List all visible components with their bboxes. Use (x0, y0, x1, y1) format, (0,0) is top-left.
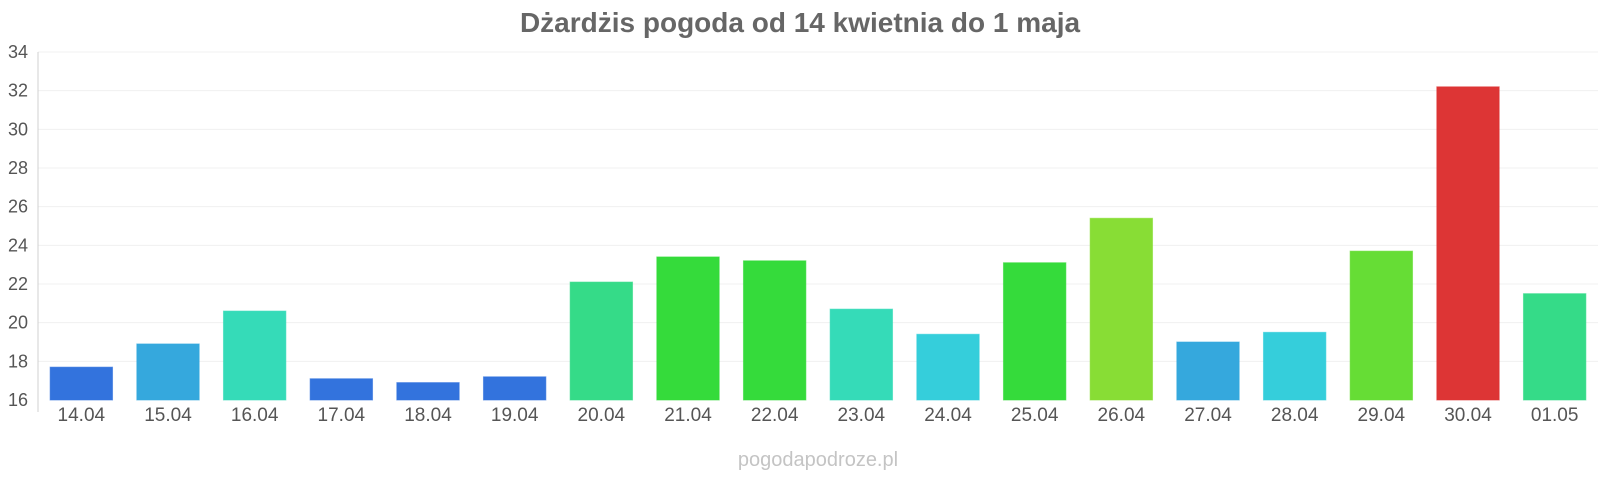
x-tick-label: 30.04 (1444, 405, 1492, 426)
bar-23.04[interactable] (829, 308, 894, 401)
y-tick-label: 28 (8, 158, 28, 178)
bar-25.04[interactable] (1002, 262, 1067, 401)
x-tick-label: 20.04 (578, 405, 626, 426)
x-tick-label: 19.04 (491, 405, 539, 426)
x-tick-label: 24.04 (924, 405, 972, 426)
y-tick-label: 22 (8, 274, 28, 294)
x-tick-label: 26.04 (1098, 405, 1146, 426)
bar-28.04[interactable] (1262, 331, 1327, 401)
bars (49, 86, 1587, 401)
bar-20.04[interactable] (569, 281, 634, 401)
y-tick-label: 26 (8, 197, 28, 217)
chart-title: Dżardżis pogoda od 14 kwietnia do 1 maja (520, 7, 1081, 38)
bar-24.04[interactable] (916, 333, 980, 401)
source-watermark: pogodapodroze.pl (738, 449, 898, 471)
x-tick-label: 23.04 (838, 405, 886, 426)
x-tick-label: 01.05 (1531, 405, 1579, 426)
x-axis-tick-labels: 14.04 15.04 16.04 17.04 18.04 19.04 20.04 21.04… (58, 405, 1579, 426)
bar-19.04[interactable] (482, 376, 547, 401)
bar-29.04[interactable] (1349, 250, 1414, 401)
bar-18.04[interactable] (396, 382, 460, 401)
x-tick-label: 18.04 (404, 405, 452, 426)
y-axis-tick-labels: 16 18 20 22 24 26 28 30 32 34 (8, 42, 28, 410)
x-tick-label: 16.04 (231, 405, 279, 426)
x-tick-label: 21.04 (664, 405, 712, 426)
x-tick-label: 15.04 (144, 405, 192, 426)
x-tick-label: 27.04 (1184, 405, 1232, 426)
y-tick-label: 16 (8, 390, 28, 410)
bar-22.04[interactable] (742, 260, 807, 401)
bar-16.04[interactable] (222, 310, 287, 401)
bar-17.04[interactable] (309, 378, 374, 401)
x-tick-label: 14.04 (58, 405, 106, 426)
x-tick-label: 25.04 (1011, 405, 1059, 426)
bar-30.04[interactable] (1436, 86, 1500, 401)
x-tick-label: 22.04 (751, 405, 799, 426)
bar-15.04[interactable] (136, 343, 200, 401)
y-tick-label: 20 (8, 313, 28, 333)
y-tick-label: 30 (8, 119, 28, 139)
gridlines (38, 51, 1598, 362)
bar-01.05[interactable] (1522, 293, 1587, 401)
x-tick-label: 17.04 (318, 405, 366, 426)
bar-26.04[interactable] (1089, 217, 1154, 401)
y-tick-label: 18 (8, 351, 28, 371)
bar-14.04[interactable] (49, 366, 114, 401)
x-tick-label: 29.04 (1358, 405, 1406, 426)
y-tick-label: 24 (8, 235, 28, 255)
bar-21.04[interactable] (656, 256, 720, 401)
bar-27.04[interactable] (1176, 341, 1240, 401)
y-tick-label: 34 (8, 42, 28, 62)
x-tick-label: 28.04 (1271, 405, 1319, 426)
y-tick-label: 32 (8, 81, 28, 101)
